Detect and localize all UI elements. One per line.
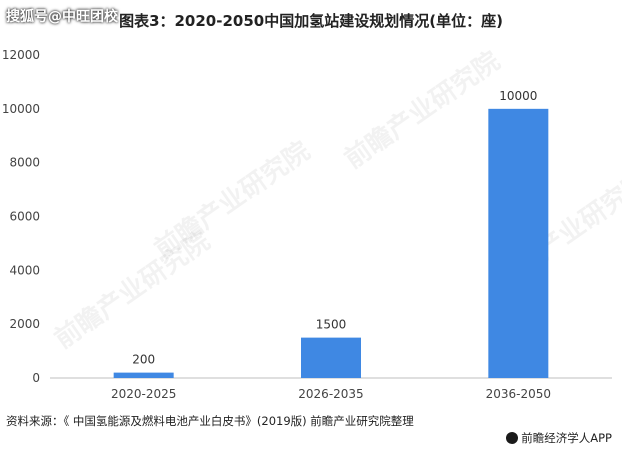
x-tick-label: 2026-2035: [298, 387, 363, 401]
y-tick-label: 8000: [9, 156, 40, 170]
y-tick-label: 2000: [9, 317, 40, 331]
bar-value-label: 1500: [316, 318, 347, 332]
brand-logo-icon: [506, 432, 519, 444]
y-tick-label: 4000: [9, 263, 40, 277]
y-tick-label: 6000: [9, 210, 40, 224]
source-note: 资料来源：《 中国氢能源及燃料电池产业白皮书》(2019版) 前瞻产业研究院整理: [6, 414, 414, 428]
x-axis-ticks: 2020-2025 2026-2035 2036-2050: [111, 387, 551, 401]
y-tick-label: 12000: [2, 48, 40, 62]
x-tick-label: 2036-2050: [486, 387, 551, 401]
overlay-account-text: 搜狐号@中旺团校: [6, 9, 118, 25]
chart-title: 图表3：2020-2050中国加氢站建设规划情况(单位：座): [119, 12, 503, 30]
y-tick-label: 0: [32, 371, 40, 385]
bar-2026-2035: [301, 337, 361, 378]
bar-2020-2025: [113, 372, 174, 378]
y-axis-ticks: 0 2000 4000 6000 8000 10000 12000: [2, 48, 40, 385]
x-tick-label: 2020-2025: [111, 387, 176, 401]
bar-value-label: 10000: [499, 89, 537, 103]
y-tick-label: 10000: [2, 102, 40, 116]
bars: 200 1500 10000: [113, 89, 549, 378]
brand-name: 前瞻经济学人APP: [521, 431, 612, 445]
bar-2036-2050: [488, 108, 549, 378]
bar-value-label: 200: [132, 353, 155, 367]
brand-attribution: 前瞻经济学人APP: [506, 430, 612, 446]
